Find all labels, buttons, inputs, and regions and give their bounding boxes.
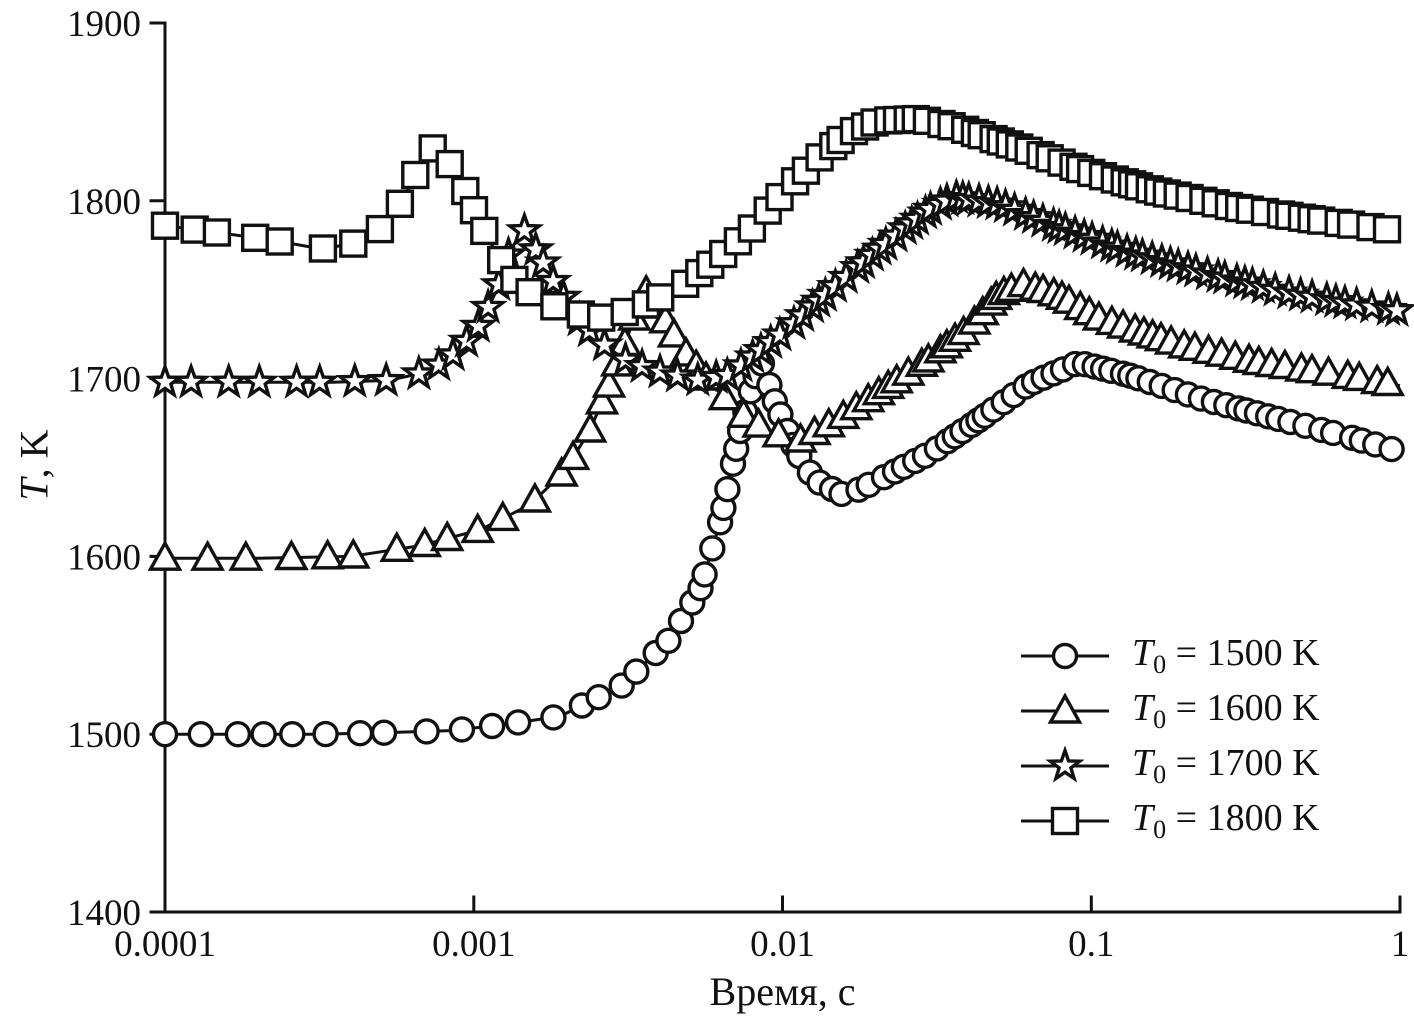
y-tick-label: 1400 (67, 893, 141, 934)
y-axis-symbol: T (11, 478, 57, 501)
square-marker-icon (1021, 806, 1109, 836)
y-axis-title: T, K (11, 429, 58, 500)
y-tick-label: 1700 (67, 360, 141, 401)
y-tick-label: 1800 (67, 182, 141, 223)
series-t0-1700-k (145, 176, 1414, 399)
axes: 1400 1500 1600 1700 1800 1900 0.0001 0.001 0.01 0… (67, 4, 1409, 965)
legend-value: = 1600 K (1166, 687, 1320, 729)
x-axis-title: Время, с (709, 969, 856, 1014)
legend-subscript: 0 (1153, 815, 1167, 844)
legend-item-1500: T0 = 1500 K (1018, 634, 1320, 678)
x-tick-label: 0.1 (1068, 924, 1114, 965)
legend-label: T0 = 1500 K (1132, 634, 1320, 678)
legend-symbol: T (1132, 797, 1154, 839)
x-tick-label: 0.001 (432, 924, 515, 965)
circle-marker-icon (1021, 642, 1109, 670)
y-axis-units: , K (11, 429, 57, 479)
legend-value: = 1500 K (1166, 632, 1320, 674)
series-t0-1500-k (151, 350, 1405, 748)
legend-subscript: 0 (1153, 760, 1167, 789)
legend-value: = 1700 K (1166, 742, 1320, 784)
legend-item-1800: T0 = 1800 K (1018, 799, 1320, 843)
legend-subscript: 0 (1153, 705, 1167, 734)
x-tick-label: 1 (1391, 924, 1410, 965)
y-tick-label: 1600 (67, 537, 141, 578)
legend-symbol: T (1132, 687, 1154, 729)
series-t0-1800-k (150, 104, 1402, 332)
y-tick-label: 1900 (67, 4, 141, 45)
legend-value: = 1800 K (1166, 797, 1320, 839)
triangle-marker-icon (1021, 692, 1109, 724)
star-marker-icon (1021, 746, 1109, 783)
legend-symbol: T (1132, 742, 1154, 784)
x-tick-label: 0.0001 (114, 924, 216, 965)
legend-item-1700: T0 = 1700 K (1018, 744, 1320, 788)
legend: T0 = 1500 K T0 = 1600 K T0 = 1700 K T0 =… (1018, 634, 1320, 843)
legend-label: T0 = 1600 K (1132, 689, 1320, 733)
y-tick-label: 1500 (67, 715, 141, 756)
legend-label: T0 = 1800 K (1132, 799, 1320, 843)
legend-symbol: T (1132, 632, 1154, 674)
legend-label: T0 = 1700 K (1132, 744, 1320, 788)
x-tick-label: 0.01 (750, 924, 815, 965)
legend-item-1600: T0 = 1600 K (1018, 689, 1320, 733)
legend-subscript: 0 (1153, 650, 1167, 679)
